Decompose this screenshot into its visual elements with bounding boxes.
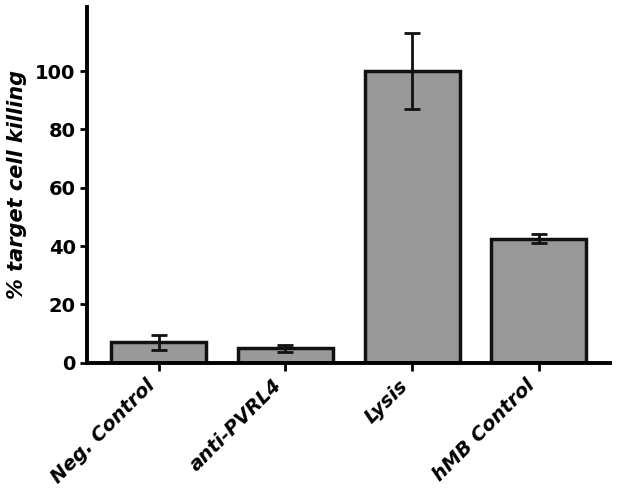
Bar bbox=[491, 239, 586, 363]
Bar bbox=[238, 348, 333, 363]
Bar bbox=[111, 342, 206, 363]
Bar bbox=[365, 71, 460, 363]
Y-axis label: % target cell killing: % target cell killing bbox=[7, 70, 27, 299]
